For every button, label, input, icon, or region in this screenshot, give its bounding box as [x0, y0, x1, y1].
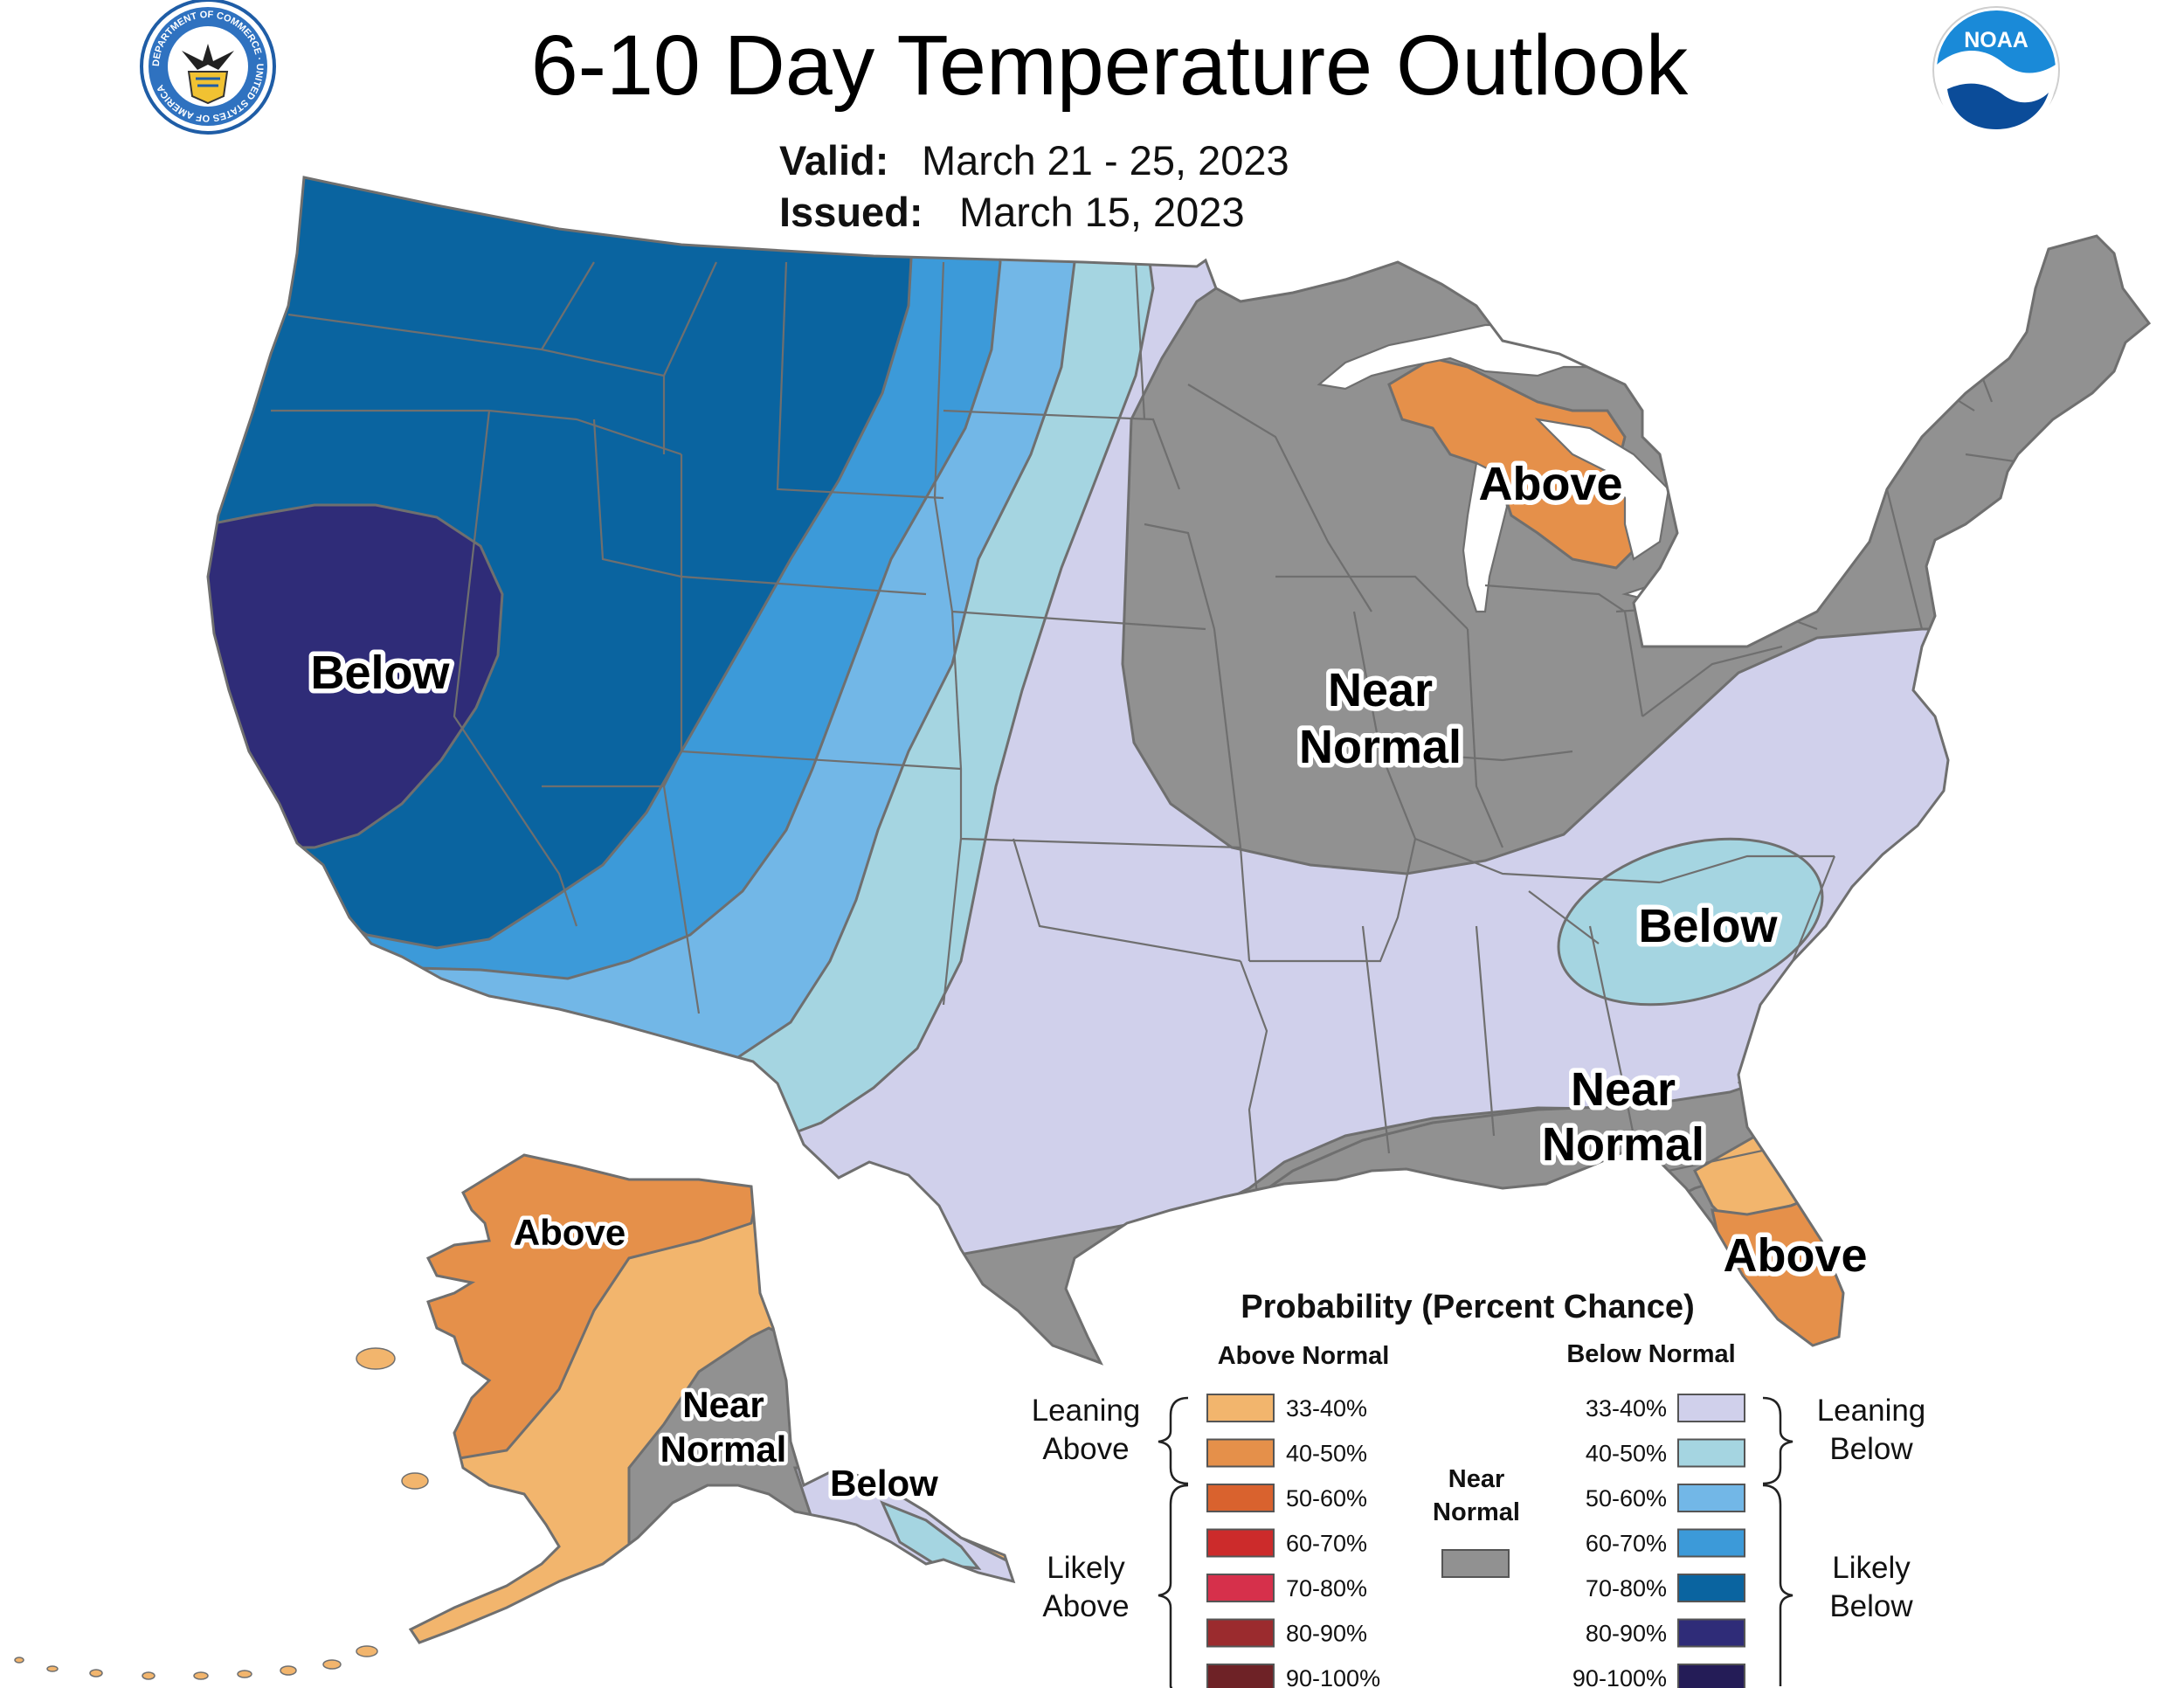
legend-leaning-below-1: Leaning — [1817, 1394, 1926, 1428]
header: 6-10 Day Temperature Outlook Valid: Marc… — [531, 17, 1689, 235]
legend: Probability (Percent Chance) Above Norma… — [1032, 1289, 1926, 1688]
lake-huron — [1534, 418, 1670, 561]
legend-above-header: Above Normal — [1218, 1342, 1390, 1370]
label-alaska-normal: Normal — [660, 1429, 787, 1470]
legend-above-range: 33-40% — [1286, 1395, 1367, 1422]
legend-above-swatch — [1206, 1618, 1275, 1648]
label-gulf-near: Near — [1571, 1063, 1676, 1116]
lake-ontario — [1745, 501, 1836, 530]
issued-value: March 15, 2023 — [959, 189, 1245, 235]
legend-below-header: Below Normal — [1566, 1340, 1735, 1368]
label-midwest-normal: Normal — [1299, 721, 1462, 773]
legend-below-swatch — [1677, 1394, 1745, 1422]
legend-below-range: 40-50% — [1586, 1441, 1667, 1467]
legend-above-swatch — [1206, 1484, 1275, 1512]
legend-below-swatch — [1677, 1438, 1745, 1468]
legend-below-range: 33-40% — [1586, 1395, 1667, 1422]
noaa-logo-icon: NOAA — [1932, 6, 2060, 138]
legend-below-swatch — [1677, 1484, 1745, 1512]
below-40-50-zone-alaska — [880, 1500, 982, 1570]
legend-near-normal-1: Near — [1448, 1465, 1505, 1493]
legend-above-swatch — [1206, 1438, 1275, 1468]
legend-near-normal-swatch — [1441, 1549, 1510, 1578]
lake-michigan — [1462, 461, 1509, 613]
valid-label: Valid: — [779, 137, 888, 183]
legend-below-swatch — [1677, 1574, 1745, 1602]
label-southeast-below: Below — [1638, 900, 1778, 952]
label-michigan-above: Above — [1478, 458, 1622, 510]
legend-likely-below-2: Below — [1829, 1589, 1913, 1623]
department-of-commerce-seal-icon: DEPARTMENT OF COMMERCE · UNITED STATES O… — [140, 0, 276, 135]
legend-below-range: 80-90% — [1586, 1621, 1667, 1647]
legend-likely-above-1: Likely — [1047, 1551, 1125, 1585]
issued-label: Issued: — [779, 189, 923, 235]
legend-below-swatch — [1677, 1528, 1745, 1558]
legend-above-range: 50-60% — [1286, 1485, 1367, 1512]
legend-above-range: 70-80% — [1286, 1575, 1367, 1602]
legend-below-swatch — [1677, 1664, 1745, 1688]
legend-above-swatch — [1206, 1528, 1275, 1558]
legend-braces — [1158, 1396, 1794, 1688]
legend-likely-above-2: Above — [1042, 1589, 1129, 1623]
legend-above-range: 90-100% — [1286, 1665, 1380, 1688]
legend-above-swatch — [1206, 1394, 1275, 1422]
label-alaska-below: Below — [830, 1463, 938, 1504]
page-title: 6-10 Day Temperature Outlook — [531, 17, 1689, 113]
valid-value: March 21 - 25, 2023 — [922, 137, 1289, 183]
legend-below-range: 50-60% — [1586, 1485, 1667, 1512]
legend-above-swatch — [1206, 1664, 1275, 1688]
legend-below-rows: 33-40% 40-50% 50-60% 60-70% 70-80% 80-90% 90-1… — [1572, 1394, 1745, 1688]
legend-near-normal-2: Normal — [1433, 1498, 1520, 1526]
legend-leaning-above-2: Above — [1042, 1432, 1129, 1466]
label-midwest-near: Near — [1328, 664, 1433, 716]
label-alaska-above: Above — [514, 1212, 625, 1253]
legend-title: Probability (Percent Chance) — [1241, 1289, 1694, 1325]
legend-above-range: 40-50% — [1286, 1441, 1367, 1467]
legend-above-swatch — [1206, 1574, 1275, 1602]
legend-above-range: 60-70% — [1286, 1531, 1367, 1557]
conus-map — [206, 176, 2151, 1365]
legend-leaning-above-1: Leaning — [1032, 1394, 1141, 1428]
legend-likely-below-1: Likely — [1832, 1551, 1911, 1585]
label-california-below: Below — [310, 647, 450, 699]
legend-below-range: 70-80% — [1586, 1575, 1667, 1602]
legend-leaning-below-2: Below — [1829, 1432, 1913, 1466]
label-alaska-near: Near — [682, 1384, 764, 1425]
label-gulf-normal: Normal — [1542, 1118, 1704, 1171]
legend-below-range: 90-100% — [1572, 1665, 1667, 1688]
aleutian-islands — [14, 1347, 429, 1680]
legend-below-range: 60-70% — [1586, 1531, 1667, 1557]
legend-below-swatch — [1677, 1618, 1745, 1648]
legend-above-rows: 33-40% 40-50% 50-60% 60-70% 70-80% 80-90% 90-1… — [1206, 1394, 1380, 1688]
label-florida-above: Above — [1723, 1229, 1867, 1282]
noaa-logo-text: NOAA — [1964, 28, 2028, 52]
map-labels: Below Above Near Normal Below Near Norma… — [306, 453, 1872, 1508]
legend-above-range: 80-90% — [1286, 1621, 1367, 1647]
